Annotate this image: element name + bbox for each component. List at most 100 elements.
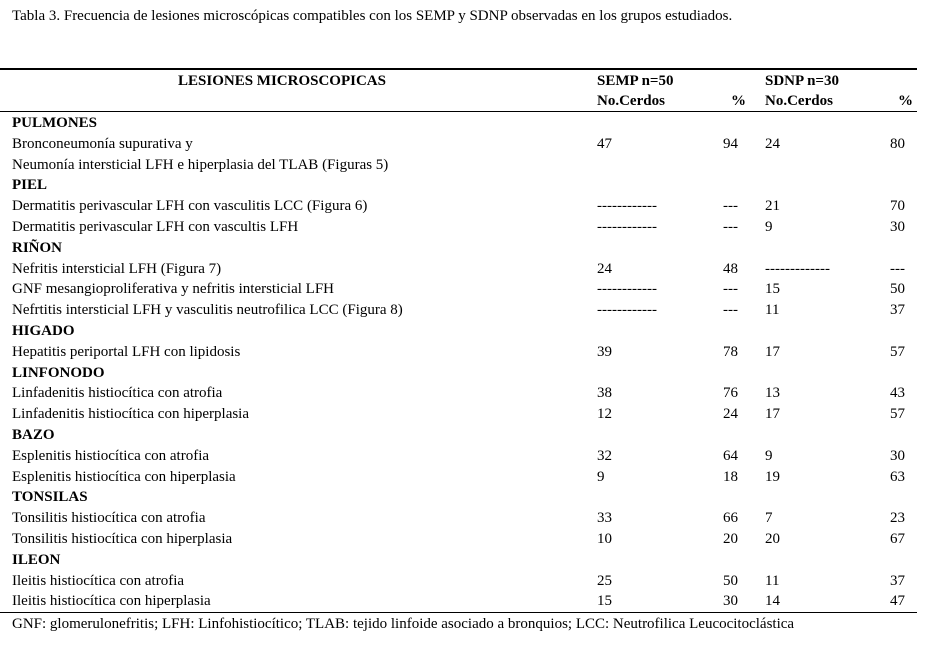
semp-count: 9 [597, 468, 605, 485]
sdnp-percent: 80 [890, 135, 905, 152]
section-row: PULMONES [0, 113, 917, 134]
semp-percent: 48 [723, 260, 738, 277]
semp-count: 12 [597, 406, 612, 423]
sdnp-percent: --- [890, 260, 905, 277]
lesion-label: Hepatitis periportal LFH con lipidosis [12, 343, 241, 360]
sdnp-percent: 63 [890, 468, 905, 485]
section-row: LINFONODO [0, 363, 917, 384]
section-row: PIEL [0, 175, 917, 196]
sdnp-count: 11 [765, 302, 780, 319]
sdnp-count: 14 [765, 593, 780, 610]
top-rule [0, 68, 917, 70]
sdnp-percent: 43 [890, 385, 905, 402]
semp-count: 32 [597, 447, 612, 464]
section-heading: ILEON [12, 551, 61, 568]
semp-percent: 18 [723, 468, 738, 485]
sdnp-count: 17 [765, 406, 780, 423]
header-sdnp: SDNP n=30 [765, 73, 839, 89]
header-lesions: LESIONES MICROSCOPICAS [178, 73, 386, 89]
lesion-label: Nefrtitis intersticial LFH y vasculitis … [12, 302, 403, 319]
section-heading: PULMONES [12, 115, 98, 131]
table-caption: Tabla 3. Frecuencia de lesiones microscó… [12, 8, 733, 24]
table-row: Ileitis histiocítica con hiperplasia 15 30… [0, 591, 917, 612]
sdnp-count: 11 [765, 572, 780, 589]
semp-percent: --- [723, 198, 738, 215]
section-row: ILEON [0, 550, 917, 571]
sdnp-count: 19 [765, 468, 780, 485]
section-heading: LINFONODO [12, 364, 105, 381]
section-heading: TONSILAS [12, 489, 88, 506]
semp-count: ------------ [597, 281, 657, 298]
sdnp-percent: 57 [890, 406, 905, 423]
sdnp-count: 15 [765, 281, 780, 298]
sdnp-percent: 37 [890, 302, 905, 319]
table-row: Esplenitis histiocítica con atrofia 32 64 9… [0, 446, 917, 467]
section-heading: PIEL [12, 177, 48, 194]
semp-percent: 66 [723, 510, 738, 527]
semp-count: 39 [597, 343, 612, 360]
semp-count: 10 [597, 531, 612, 547]
sdnp-percent: 50 [890, 281, 905, 298]
table-row: Bronconeumonía supurativa y 47 94 24 80 [0, 134, 917, 155]
lesion-label: Linfadenitis histiocítica con hiperplasi… [12, 406, 250, 423]
lesion-label: Tonsilitis histiocítica con hiperplasia [12, 531, 233, 547]
semp-percent: 78 [723, 343, 738, 360]
sdnp-count: 13 [765, 385, 780, 402]
semp-count: 25 [597, 572, 612, 589]
semp-percent: 24 [723, 406, 738, 423]
semp-percent: 50 [723, 572, 738, 589]
sdnp-percent: 70 [890, 198, 905, 215]
table-row: Tonsilitis histiocítica con hiperplasia 1… [0, 529, 917, 550]
sdnp-count: 24 [765, 135, 780, 152]
semp-count: 33 [597, 510, 612, 527]
semp-percent: 20 [723, 531, 738, 547]
semp-count: 47 [597, 135, 612, 152]
header-sdnp-count: No.Cerdos [765, 93, 833, 109]
section-row: TONSILAS [0, 487, 917, 508]
table-row: Neumonía intersticial LFH e hiperplasia … [0, 155, 917, 176]
table-row: Esplenitis histiocítica con hiperplasia 9… [0, 467, 917, 488]
table-row: Nefrtitis intersticial LFH y vasculitis … [0, 300, 917, 321]
lesion-label: Dermatitis perivascular LFH con vasculit… [12, 198, 368, 215]
semp-percent: --- [723, 302, 738, 319]
footnote: GNF: glomerulonefritis; LFH: Linfohistio… [12, 616, 795, 632]
sdnp-percent: 30 [890, 219, 905, 235]
lesion-label: Nefritis intersticial LFH (Figura 7) [12, 260, 222, 277]
sdnp-count: 17 [765, 343, 780, 360]
section-row: BAZO [0, 425, 917, 446]
bottom-rule [0, 612, 917, 613]
sdnp-count: 20 [765, 531, 780, 547]
lesion-label: Linfadenitis histiocítica con atrofia [12, 385, 223, 402]
lesion-label: Bronconeumonía supurativa y [12, 135, 193, 152]
lesion-label: Neumonía intersticial LFH e hiperplasia … [12, 156, 389, 173]
lesion-label: Tonsilitis histiocítica con atrofia [12, 510, 206, 527]
lesion-label: Dermatitis perivascular LFH con vasculti… [12, 219, 299, 235]
sdnp-count: ------------- [765, 260, 830, 277]
section-heading: HIGADO [12, 323, 75, 339]
semp-percent: 30 [723, 593, 738, 610]
table-row: Linfadenitis histiocítica con hiperplasi… [0, 404, 917, 425]
semp-count: ------------ [597, 198, 657, 215]
header-semp-count: No.Cerdos [597, 93, 665, 109]
sdnp-percent: 37 [890, 572, 905, 589]
section-heading: BAZO [12, 427, 55, 443]
table-row: Hepatitis periportal LFH con lipidosis 39… [0, 342, 917, 363]
header-rule [0, 111, 917, 112]
sdnp-count: 9 [765, 447, 773, 464]
table-row: Dermatitis perivascular LFH con vasculit… [0, 196, 917, 217]
header-semp: SEMP n=50 [597, 73, 674, 89]
lesion-label: Ileitis histiocítica con hiperplasia [12, 593, 211, 610]
semp-count: 24 [597, 260, 612, 277]
sdnp-count: 21 [765, 198, 780, 215]
sdnp-percent: 47 [890, 593, 905, 610]
lesion-label: Ileitis histiocítica con atrofia [12, 572, 185, 589]
section-row: HIGADO [0, 321, 917, 342]
table-row: Nefritis intersticial LFH (Figura 7) 24 48… [0, 259, 917, 280]
semp-count: ------------ [597, 302, 657, 319]
sdnp-percent: 57 [890, 343, 905, 360]
semp-percent: 76 [723, 385, 738, 402]
lesion-label: Esplenitis histiocítica con atrofia [12, 447, 210, 464]
sdnp-count: 9 [765, 219, 773, 235]
semp-percent: 94 [723, 135, 738, 152]
semp-percent: 64 [723, 447, 738, 464]
